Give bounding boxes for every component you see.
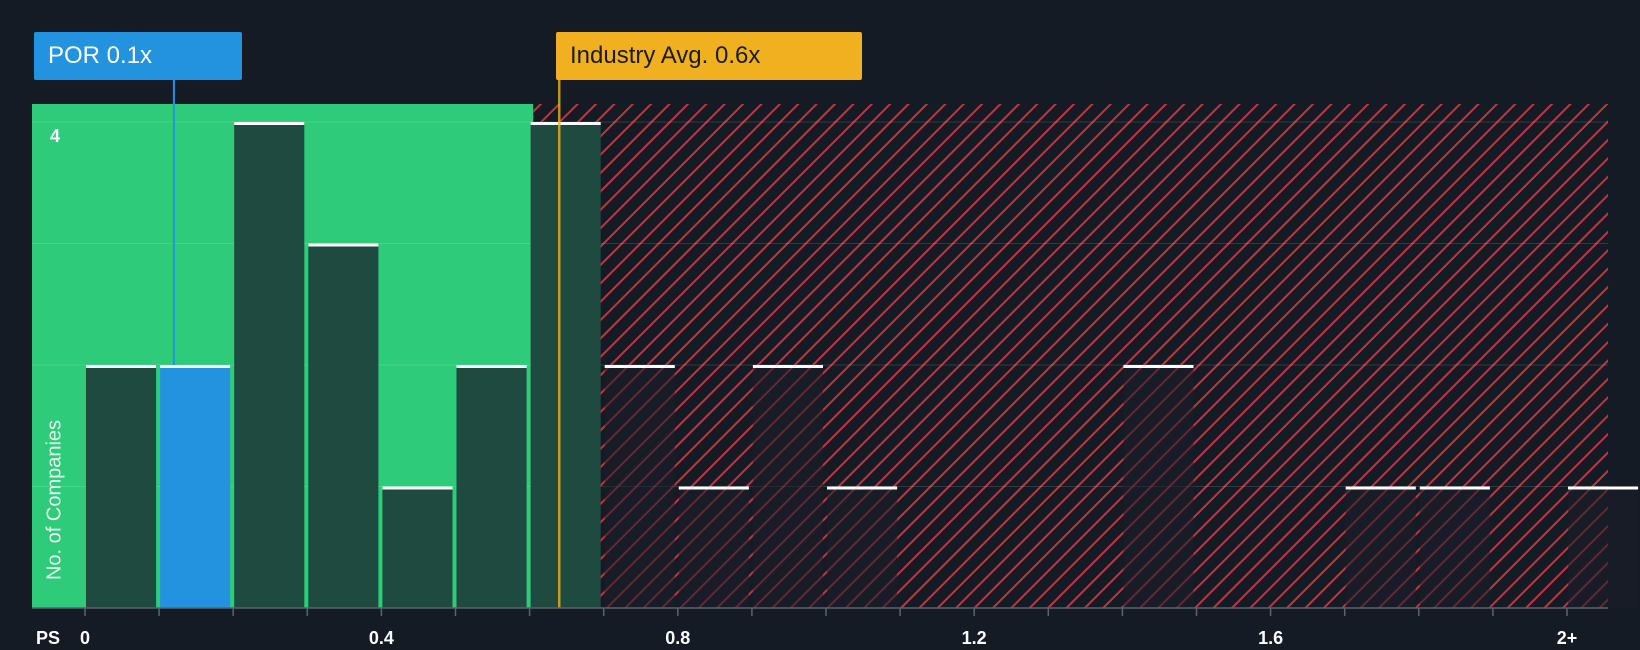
histogram-bars bbox=[86, 122, 1639, 608]
histogram-bar bbox=[1419, 486, 1490, 608]
histogram-bar bbox=[827, 486, 898, 608]
histogram-bar bbox=[86, 365, 157, 608]
x-tick-label: 0 bbox=[79, 628, 91, 648]
histogram-bar bbox=[752, 365, 823, 608]
histogram-bar bbox=[1345, 486, 1416, 608]
histogram-bar bbox=[604, 365, 675, 608]
histogram-bar bbox=[530, 122, 601, 608]
histogram-bar bbox=[1568, 486, 1639, 608]
y-axis-label: No. of Companies bbox=[43, 419, 66, 581]
histogram-bar bbox=[678, 486, 749, 608]
x-tick-label: 1.2 bbox=[961, 628, 987, 648]
x-axis-label: PS bbox=[36, 628, 61, 648]
histogram-bar bbox=[1123, 365, 1194, 608]
histogram-bar bbox=[456, 365, 527, 608]
histogram-bar bbox=[382, 486, 453, 608]
x-tick-label: 0.4 bbox=[368, 628, 394, 648]
x-tick-label: 1.6 bbox=[1258, 628, 1284, 648]
histogram-bar bbox=[160, 365, 231, 608]
histogram-bar bbox=[234, 122, 305, 608]
industry-avg-callout: Industry Avg. 0.6x bbox=[556, 32, 862, 80]
x-tick-marks bbox=[84, 608, 1568, 616]
x-tick-label: 2+ bbox=[1556, 628, 1578, 648]
x-tick-label: 0.8 bbox=[665, 628, 691, 648]
company-ps-callout: POR 0.1x bbox=[34, 32, 242, 80]
y-tick-label: 4 bbox=[50, 126, 61, 146]
histogram-bar bbox=[308, 243, 379, 608]
